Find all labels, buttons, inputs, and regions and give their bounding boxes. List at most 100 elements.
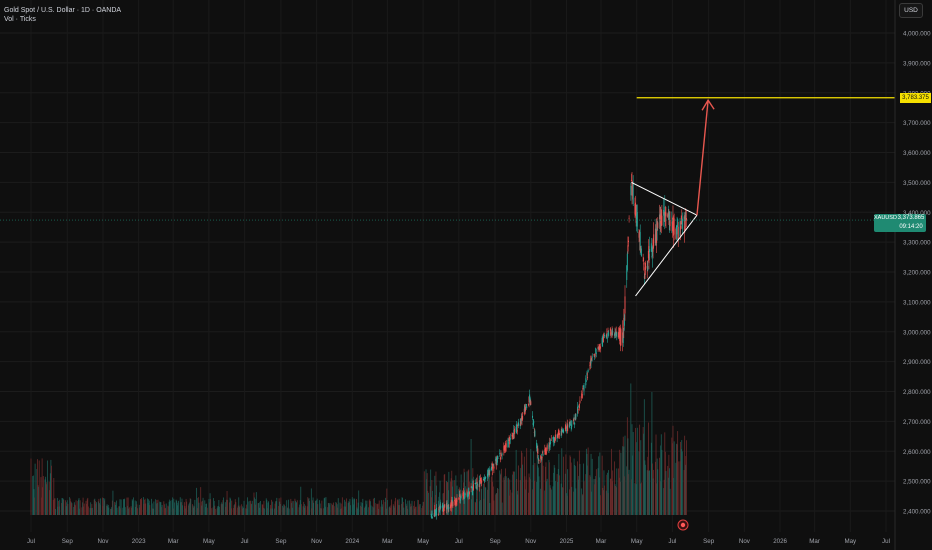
candle-body	[536, 447, 538, 450]
volume-bar	[119, 499, 121, 515]
volume-bar	[44, 479, 46, 515]
volume-bar	[349, 498, 351, 515]
candle-body	[484, 477, 486, 479]
candle-body	[585, 380, 587, 382]
candle-body	[446, 503, 448, 510]
candle-body	[671, 222, 673, 231]
candle-body	[475, 487, 477, 489]
volume-bar	[370, 505, 372, 515]
volume-bar	[279, 503, 281, 515]
volume-bar	[561, 487, 563, 515]
candle-body	[501, 453, 503, 455]
candle-body	[680, 225, 682, 230]
currency-button[interactable]: USD	[899, 3, 923, 18]
candle-body	[541, 451, 543, 453]
volume-bar	[554, 467, 556, 515]
candle-body	[644, 267, 646, 279]
volume-bar	[471, 478, 473, 515]
volume-bar	[366, 500, 368, 515]
volume-bar	[275, 501, 277, 515]
volume-bar	[529, 477, 531, 515]
volume-bar	[517, 494, 519, 515]
candle-body	[648, 253, 650, 264]
candle-body	[632, 186, 634, 188]
price-axis[interactable]: 4,000.0003,900.0003,800.0003,700.0003,60…	[903, 31, 931, 516]
candle-body	[444, 504, 446, 508]
candle-body	[571, 420, 573, 427]
volume-bar	[93, 499, 95, 515]
volume-bar	[386, 488, 388, 515]
volume-bar	[628, 469, 630, 515]
candle-body	[478, 484, 480, 488]
candle-body	[482, 478, 484, 480]
candle-body	[512, 433, 514, 436]
candle-body	[505, 443, 507, 449]
volume-bar	[512, 474, 514, 515]
volume-bar	[184, 506, 186, 515]
volume-bar	[578, 450, 580, 515]
candle-body	[467, 494, 469, 497]
candle-body	[665, 212, 667, 217]
time-tick-label: Mar	[596, 538, 607, 545]
candle-body	[660, 214, 662, 224]
volume-bar	[620, 452, 622, 515]
volume-bar	[78, 499, 79, 515]
candle-body	[620, 329, 622, 346]
volume-indicator-label[interactable]: Vol · Ticks	[4, 16, 36, 23]
candle-body	[451, 499, 453, 503]
volume-bar	[659, 457, 660, 515]
price-tick-label: 2,900.000	[903, 359, 931, 366]
volume-bar	[557, 469, 559, 515]
triangle-top-line[interactable]	[631, 181, 698, 216]
volume-bar	[325, 497, 327, 515]
volume-bar	[233, 508, 234, 515]
candle-body	[516, 424, 518, 431]
volume-bar	[368, 500, 370, 515]
symbol-title[interactable]: Gold Spot / U.S. Dollar · 1D · OANDA	[4, 7, 122, 14]
drawings[interactable]	[0, 97, 895, 297]
candle-body	[475, 482, 477, 484]
time-axis[interactable]: Jul Sep Nov 2023 Mar May Jul Sep Nov 2024 Mar May Ju…	[27, 538, 890, 545]
triangle-bottom-line[interactable]	[635, 214, 698, 297]
price-tick-label: 3,700.000	[903, 120, 931, 127]
volume-bar	[446, 482, 448, 515]
candle-body	[495, 458, 497, 461]
volume-bar	[610, 478, 612, 515]
volume-bar	[220, 504, 222, 515]
candle-body	[685, 217, 687, 221]
volume-bar	[52, 499, 54, 515]
record-dot-icon[interactable]	[677, 519, 689, 531]
projection-arrow[interactable]	[696, 100, 709, 216]
volume-bar	[313, 502, 315, 515]
candle-body	[684, 226, 686, 233]
volume-bar	[79, 500, 81, 515]
volume-bar	[159, 501, 161, 515]
volume-bar	[402, 501, 404, 515]
volume-bar	[319, 503, 321, 515]
price-tick-label: 3,500.000	[903, 180, 931, 187]
volume-bar	[473, 476, 474, 515]
candle-body	[624, 296, 626, 314]
candle-body	[675, 228, 677, 239]
volume-bar	[475, 477, 477, 515]
candle-body	[455, 501, 457, 505]
volume-bar	[365, 504, 367, 515]
volume-bar	[410, 503, 412, 515]
candle-body	[554, 434, 556, 441]
volume-bar	[294, 498, 296, 515]
volume-bar	[411, 500, 413, 515]
time-tick-label: Jul	[882, 538, 890, 545]
candlesticks	[430, 172, 687, 520]
volume-bar	[59, 499, 61, 515]
volume-bar	[143, 503, 145, 515]
volume-bar	[156, 499, 158, 515]
candle-body	[542, 454, 544, 456]
volume-bar	[587, 465, 588, 515]
volume-bar	[573, 491, 574, 515]
volume-bar	[87, 506, 89, 515]
time-tick-label: Sep	[275, 538, 287, 545]
volume-bar	[120, 508, 121, 515]
volume-bar	[357, 508, 358, 515]
projection-arrowhead[interactable]	[701, 98, 715, 111]
